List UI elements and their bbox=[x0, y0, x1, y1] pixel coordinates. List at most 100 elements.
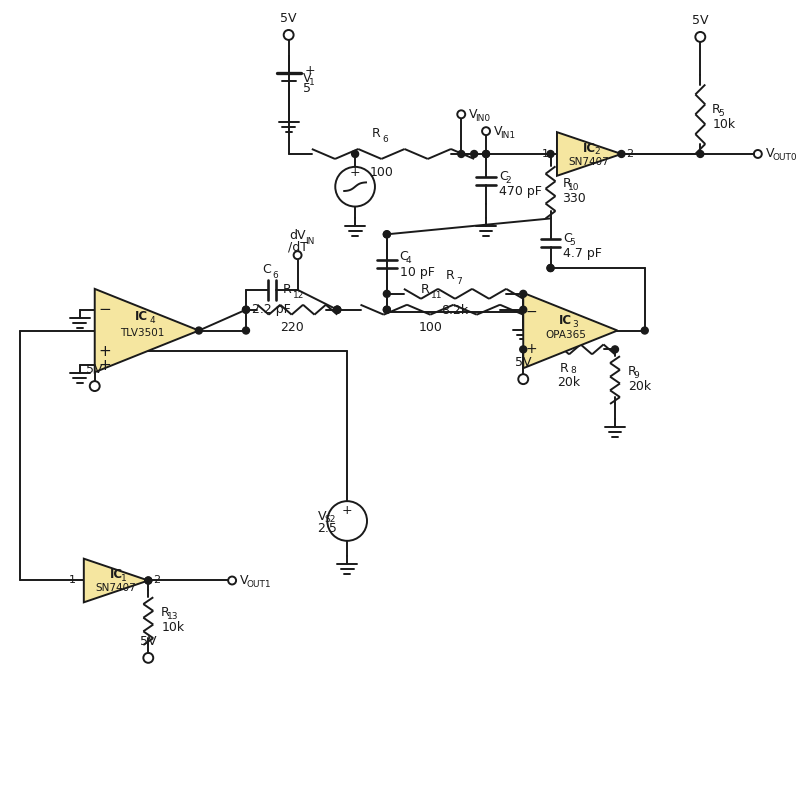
Text: SN7407: SN7407 bbox=[569, 157, 610, 167]
Text: 6: 6 bbox=[382, 135, 388, 144]
Circle shape bbox=[611, 346, 618, 353]
Text: dV: dV bbox=[290, 229, 306, 242]
Text: 2.5: 2.5 bbox=[318, 523, 338, 535]
Text: +: + bbox=[350, 166, 361, 179]
Text: IC: IC bbox=[110, 568, 122, 581]
Circle shape bbox=[334, 307, 341, 313]
Polygon shape bbox=[94, 289, 199, 372]
Text: SN7407: SN7407 bbox=[96, 584, 137, 593]
Circle shape bbox=[383, 307, 390, 313]
Text: V: V bbox=[240, 574, 249, 587]
Text: V: V bbox=[302, 72, 311, 85]
Text: OUT1: OUT1 bbox=[247, 580, 272, 589]
Text: R: R bbox=[421, 283, 430, 296]
Circle shape bbox=[697, 150, 704, 158]
Text: 9: 9 bbox=[634, 371, 639, 380]
Text: 1: 1 bbox=[542, 149, 549, 159]
Text: TLV3501: TLV3501 bbox=[120, 328, 164, 337]
Text: 2: 2 bbox=[505, 176, 510, 185]
Text: 4: 4 bbox=[150, 316, 155, 325]
Text: 220: 220 bbox=[280, 321, 303, 333]
Circle shape bbox=[520, 291, 526, 297]
Circle shape bbox=[242, 307, 250, 313]
Circle shape bbox=[547, 265, 554, 272]
Text: 11: 11 bbox=[431, 291, 442, 300]
Circle shape bbox=[334, 307, 341, 313]
Text: C: C bbox=[499, 169, 508, 183]
Text: R: R bbox=[712, 103, 721, 116]
Text: 12: 12 bbox=[293, 291, 304, 300]
Circle shape bbox=[383, 230, 390, 238]
Text: R: R bbox=[560, 362, 569, 375]
Polygon shape bbox=[84, 558, 148, 603]
Polygon shape bbox=[523, 293, 618, 368]
Circle shape bbox=[618, 150, 625, 158]
Text: 5V: 5V bbox=[692, 14, 709, 27]
Text: 470 pF: 470 pF bbox=[499, 185, 542, 198]
Circle shape bbox=[470, 150, 478, 158]
Text: 4: 4 bbox=[406, 256, 411, 265]
Text: 20k: 20k bbox=[628, 380, 651, 393]
Circle shape bbox=[145, 577, 152, 584]
Text: 7: 7 bbox=[456, 277, 462, 286]
Circle shape bbox=[547, 265, 554, 272]
Text: OPA365: OPA365 bbox=[545, 330, 586, 341]
Text: 2: 2 bbox=[154, 576, 160, 585]
Text: C: C bbox=[262, 263, 271, 276]
Text: 3: 3 bbox=[572, 320, 578, 329]
Text: R: R bbox=[161, 606, 170, 619]
Text: +: + bbox=[98, 358, 111, 373]
Text: IN0: IN0 bbox=[475, 114, 490, 123]
Text: 10 pF: 10 pF bbox=[400, 265, 434, 279]
Text: S2: S2 bbox=[324, 516, 336, 524]
Text: +: + bbox=[98, 344, 111, 359]
Circle shape bbox=[352, 150, 358, 158]
Circle shape bbox=[383, 230, 390, 238]
Text: R: R bbox=[282, 283, 291, 296]
Text: +: + bbox=[305, 64, 315, 77]
Circle shape bbox=[242, 327, 250, 334]
Text: R: R bbox=[372, 127, 381, 140]
Circle shape bbox=[520, 307, 526, 313]
Text: R: R bbox=[628, 365, 637, 379]
Text: V: V bbox=[469, 108, 478, 121]
Text: −: − bbox=[98, 303, 111, 318]
Text: 20k: 20k bbox=[558, 376, 581, 389]
Text: C: C bbox=[563, 232, 572, 245]
Text: −: − bbox=[526, 305, 537, 318]
Text: 5V: 5V bbox=[281, 12, 297, 25]
Text: OUT0: OUT0 bbox=[773, 154, 798, 162]
Circle shape bbox=[383, 291, 390, 297]
Circle shape bbox=[547, 150, 554, 158]
Text: 10k: 10k bbox=[161, 621, 184, 634]
Text: 13: 13 bbox=[167, 612, 178, 621]
Text: 5: 5 bbox=[570, 238, 575, 247]
Text: 5V: 5V bbox=[86, 364, 103, 376]
Text: +: + bbox=[342, 504, 353, 516]
Text: V: V bbox=[318, 509, 326, 523]
Text: 8: 8 bbox=[570, 366, 576, 375]
Text: IC: IC bbox=[559, 314, 572, 327]
Text: 2: 2 bbox=[594, 147, 600, 157]
Text: 4.7 pF: 4.7 pF bbox=[563, 246, 602, 260]
Text: 1: 1 bbox=[69, 576, 76, 585]
Text: C: C bbox=[400, 249, 409, 263]
Text: IC: IC bbox=[135, 310, 149, 323]
Text: 6: 6 bbox=[273, 271, 278, 280]
Circle shape bbox=[383, 307, 390, 313]
Text: 2.2 pF: 2.2 pF bbox=[253, 303, 291, 316]
Circle shape bbox=[145, 577, 152, 584]
Text: IN: IN bbox=[306, 238, 315, 246]
Text: IC: IC bbox=[582, 142, 596, 154]
Circle shape bbox=[482, 150, 490, 158]
Text: 330: 330 bbox=[562, 192, 586, 205]
Circle shape bbox=[482, 150, 490, 158]
Circle shape bbox=[642, 327, 648, 334]
Circle shape bbox=[520, 346, 526, 353]
Text: V: V bbox=[766, 147, 774, 161]
Text: 8.2k: 8.2k bbox=[442, 304, 469, 317]
Text: 5: 5 bbox=[302, 82, 310, 95]
Text: 10k: 10k bbox=[712, 118, 735, 131]
Text: 5V: 5V bbox=[515, 356, 531, 369]
Text: +: + bbox=[526, 342, 537, 356]
